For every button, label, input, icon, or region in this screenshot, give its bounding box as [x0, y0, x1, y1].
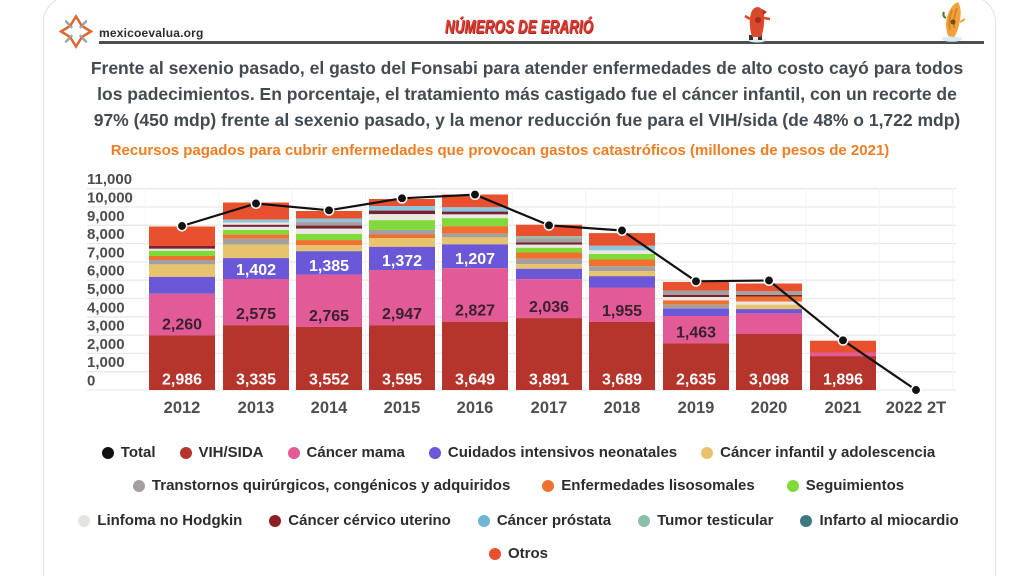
- svg-text:2020: 2020: [751, 399, 788, 417]
- svg-text:2021: 2021: [825, 399, 862, 417]
- svg-text:2019: 2019: [678, 399, 715, 417]
- svg-text:1,207: 1,207: [455, 251, 495, 268]
- svg-text:6,000: 6,000: [87, 263, 125, 280]
- svg-text:2,827: 2,827: [455, 303, 495, 320]
- svg-text:1,402: 1,402: [236, 262, 276, 279]
- svg-text:1,385: 1,385: [309, 258, 349, 275]
- svg-text:2013: 2013: [238, 399, 275, 417]
- svg-text:2,000: 2,000: [87, 336, 125, 353]
- svg-text:9,000: 9,000: [87, 208, 125, 225]
- svg-text:4,000: 4,000: [87, 299, 125, 316]
- svg-text:1,000: 1,000: [87, 354, 125, 371]
- svg-text:2,575: 2,575: [236, 306, 276, 323]
- svg-text:1,955: 1,955: [602, 303, 642, 320]
- svg-text:2,765: 2,765: [309, 308, 349, 325]
- svg-text:2012: 2012: [164, 399, 201, 417]
- svg-text:8,000: 8,000: [87, 226, 125, 243]
- svg-text:2,986: 2,986: [162, 372, 202, 389]
- svg-text:3,649: 3,649: [455, 372, 495, 389]
- svg-text:3,595: 3,595: [382, 372, 422, 389]
- svg-text:2014: 2014: [311, 399, 349, 417]
- svg-text:2,635: 2,635: [676, 372, 716, 389]
- svg-text:2015: 2015: [384, 399, 421, 417]
- svg-text:2,036: 2,036: [529, 299, 569, 316]
- svg-text:1,463: 1,463: [676, 324, 716, 341]
- svg-text:2017: 2017: [531, 399, 568, 417]
- svg-text:1,896: 1,896: [823, 372, 863, 389]
- svg-text:2018: 2018: [604, 399, 641, 417]
- svg-text:7,000: 7,000: [87, 244, 125, 261]
- svg-text:0: 0: [87, 373, 95, 390]
- svg-text:11,000: 11,000: [87, 171, 132, 188]
- svg-text:2022 2T: 2022 2T: [886, 399, 947, 417]
- svg-text:3,891: 3,891: [529, 372, 569, 389]
- svg-text:2,260: 2,260: [162, 316, 202, 333]
- svg-text:3,335: 3,335: [236, 372, 276, 389]
- svg-text:10,000: 10,000: [87, 190, 133, 207]
- svg-text:3,689: 3,689: [602, 372, 642, 389]
- svg-text:3,552: 3,552: [309, 372, 349, 389]
- svg-text:2016: 2016: [457, 399, 494, 417]
- svg-text:3,000: 3,000: [87, 318, 125, 335]
- svg-text:3,098: 3,098: [749, 372, 789, 389]
- svg-text:1,372: 1,372: [382, 253, 422, 270]
- svg-text:2,947: 2,947: [382, 306, 422, 323]
- svg-text:5,000: 5,000: [87, 281, 125, 298]
